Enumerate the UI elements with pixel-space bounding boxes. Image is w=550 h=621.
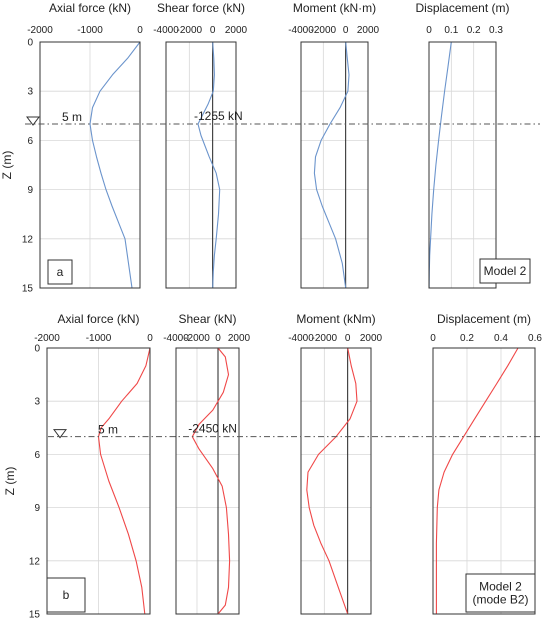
y-axis-label: Z (m) xyxy=(0,151,14,180)
series-line xyxy=(306,347,358,615)
series-line xyxy=(435,347,519,614)
x-tick-label: 2000 xyxy=(225,25,248,36)
plot-frame xyxy=(432,347,536,615)
x-tick-label: 0 xyxy=(210,25,216,36)
x-tick-label: 0.2 xyxy=(467,25,481,36)
subplot-2: -4000-2000 0 2000 Shear (kN) -2450 kN xyxy=(163,312,251,615)
y-tick-label: 0 xyxy=(34,344,40,355)
x-tick-label: -4000 xyxy=(288,25,314,36)
subplot-1: -2000 -1000 0 Axial force (kN) xyxy=(34,312,153,615)
x-tick-label: 0.4 xyxy=(494,333,508,344)
series-line xyxy=(313,41,350,289)
panel-label-box xyxy=(46,577,86,613)
x-tick-label: -4000 xyxy=(153,25,179,36)
model-label-line: Model 2 xyxy=(479,580,522,594)
series-line xyxy=(191,347,231,615)
y-tick-label: 12 xyxy=(22,234,34,245)
x-tick-label: 0.6 xyxy=(528,333,542,344)
x-tick-label: 0 xyxy=(137,25,143,36)
x-tick-label: -2000 xyxy=(312,333,338,344)
y-tick-label: 15 xyxy=(29,610,41,621)
subplot-title: Shear force (kN) xyxy=(157,1,245,15)
subplot-title: Displacement (m) xyxy=(437,312,531,326)
series-line xyxy=(97,347,151,615)
chart-group-a: 0 3 6 9 12 15 Z (m) -2000 -1000 0 Axial force (kN)… xyxy=(0,1,540,295)
plot-frame xyxy=(428,41,497,289)
model-label-box xyxy=(479,258,531,284)
x-tick-label: 0 xyxy=(426,25,432,36)
x-tick-label: 0 xyxy=(215,333,221,344)
x-tick-label: 2000 xyxy=(360,333,383,344)
subplot-title: Axial force (kN) xyxy=(49,1,131,15)
x-tick-label: 2000 xyxy=(228,333,251,344)
subplot-title: Displacement (m) xyxy=(415,1,509,15)
plot-frame xyxy=(300,41,369,289)
plot-frame xyxy=(165,41,237,289)
y-tick-label: 15 xyxy=(22,284,34,295)
x-tick-label: -2000 xyxy=(184,333,210,344)
y-tick-label: 3 xyxy=(34,397,40,408)
subplot-4: 0 0.2 0.4 0.6 Displacement (m) xyxy=(430,312,542,615)
water-level-marker xyxy=(26,116,40,126)
model-label-box xyxy=(465,573,536,613)
plot-frame xyxy=(300,347,372,615)
water-level-label: 5 m xyxy=(62,110,82,124)
x-tick-label: 0 xyxy=(345,333,351,344)
series-line xyxy=(197,41,221,289)
panel-label: a xyxy=(57,265,64,279)
y-tick-label: 6 xyxy=(27,136,33,147)
y-tick-label: 3 xyxy=(27,87,33,98)
panel-label-box xyxy=(47,259,73,285)
model-label-line: (mode B2) xyxy=(472,593,528,607)
subplot-3: -4000-2000 0 2000 Moment (kNm) xyxy=(288,312,383,615)
plot-frame xyxy=(39,41,141,289)
x-tick-label: -1000 xyxy=(77,25,103,36)
plot-frame xyxy=(46,347,151,615)
x-tick-label: 0.3 xyxy=(489,25,503,36)
x-tick-label: -2000 xyxy=(27,25,53,36)
x-tick-label: -1000 xyxy=(86,333,112,344)
x-tick-label: -2000 xyxy=(177,25,203,36)
y-axis-label: Z (m) xyxy=(3,467,17,496)
y-tick-label: 0 xyxy=(27,38,33,49)
subplot-4: 0 0.1 0.2 0.3 Displacement (m) xyxy=(415,1,510,289)
x-tick-label: 0 xyxy=(343,25,349,36)
series-line xyxy=(428,41,452,289)
y-tick-label: 9 xyxy=(27,185,33,196)
y-tick-label: 12 xyxy=(29,556,41,567)
subplot-title: Shear (kN) xyxy=(178,312,236,326)
subplot-3: -4000-2000 0 2000 Moment (kN·m) xyxy=(288,1,380,289)
x-tick-label: -4000 xyxy=(288,333,314,344)
x-tick-label: 0 xyxy=(430,333,436,344)
chart-group-b: 0 3 6 9 12 15 Z (m) -2000 -1000 0 Axial force (kN)… xyxy=(3,312,542,621)
series-line xyxy=(89,41,141,289)
x-tick-label: -2000 xyxy=(34,333,60,344)
x-tick-label: 0.1 xyxy=(444,25,458,36)
subplot-title: Moment (kN·m) xyxy=(293,1,376,15)
peak-annotation: -2450 kN xyxy=(188,422,237,436)
plot-frame xyxy=(175,347,240,615)
subplot-title: Axial force (kN) xyxy=(57,312,139,326)
water-level-marker xyxy=(53,429,67,439)
water-level-label: 5 m xyxy=(98,423,118,437)
subplot-title: Moment (kNm) xyxy=(296,312,375,326)
model-label-line: Model 2 xyxy=(484,264,527,278)
subplot-2: -4000-2000 0 2000 Shear force (kN) -1255 kN xyxy=(153,1,248,289)
y-tick-label: 6 xyxy=(34,450,40,461)
panel-label: b xyxy=(63,588,70,602)
x-tick-label: -4000 xyxy=(163,333,189,344)
x-tick-label: 0 xyxy=(147,333,153,344)
x-tick-label: 0.2 xyxy=(460,333,474,344)
x-tick-label: 2000 xyxy=(357,25,380,36)
y-tick-label: 9 xyxy=(34,503,40,514)
peak-annotation: -1255 kN xyxy=(194,109,243,123)
x-tick-label: -2000 xyxy=(311,25,337,36)
subplot-1: -2000 -1000 0 Axial force (kN) xyxy=(27,1,143,289)
